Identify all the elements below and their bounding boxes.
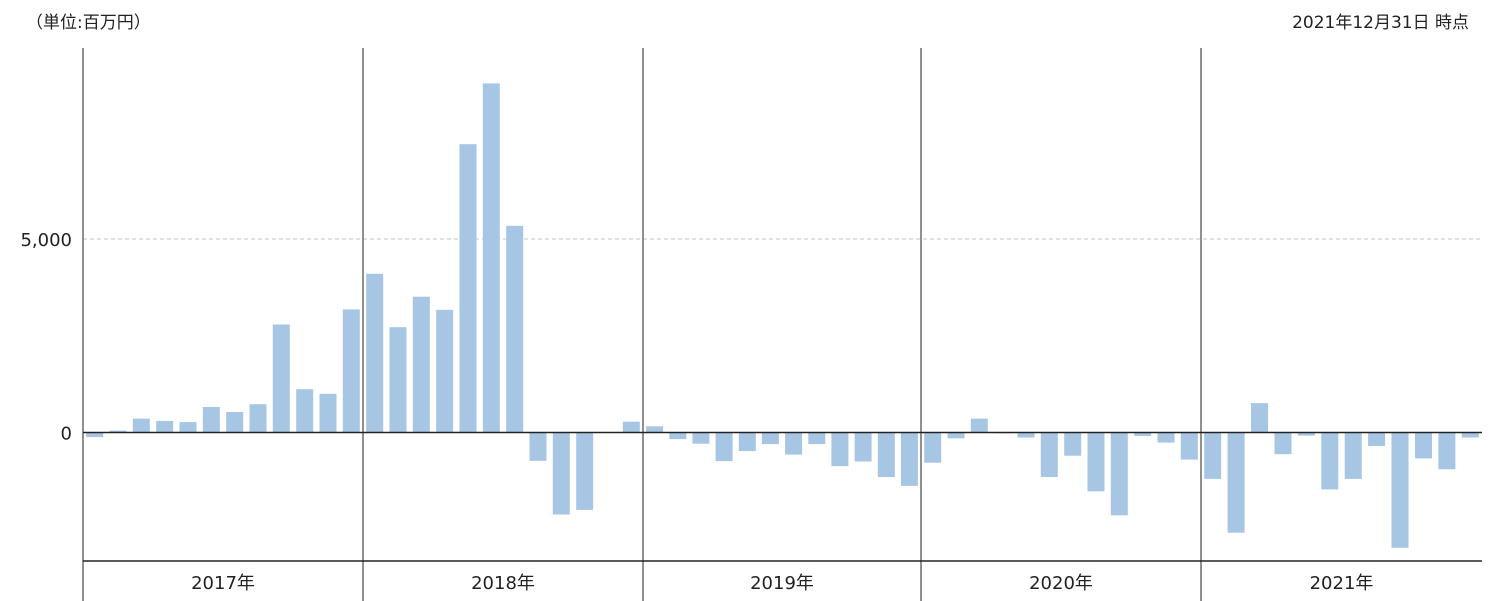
bar	[249, 404, 267, 433]
bar	[970, 418, 988, 433]
bar	[86, 432, 104, 438]
bar	[1110, 432, 1128, 516]
bar	[738, 432, 756, 452]
bars	[86, 83, 1479, 548]
bar	[854, 432, 872, 462]
bar	[202, 407, 220, 433]
bar	[1438, 432, 1456, 470]
year-label: 2017年	[191, 573, 255, 594]
bar	[1461, 432, 1479, 438]
bar	[1017, 432, 1035, 438]
bar	[179, 422, 197, 433]
bar	[831, 432, 849, 467]
bar	[1344, 432, 1362, 479]
bar	[1368, 432, 1386, 446]
bar	[319, 393, 337, 433]
bar	[669, 432, 687, 440]
bar	[1391, 432, 1409, 548]
bar	[761, 432, 779, 445]
bar	[436, 309, 454, 433]
y-tick-label: 5,000	[20, 230, 72, 251]
bar	[646, 426, 664, 433]
bar	[622, 421, 640, 433]
bar	[1227, 432, 1245, 533]
bar	[1040, 432, 1058, 477]
bar	[109, 430, 127, 433]
unit-label: （単位:百万円）	[26, 13, 151, 33]
bar	[785, 432, 803, 455]
bar	[1180, 432, 1198, 460]
bar	[1134, 432, 1152, 436]
year-labels: 2017年 2018年 2019年 2020年 2021年	[191, 573, 1373, 594]
bar	[552, 432, 570, 515]
y-tick-labels: 0 5,000	[20, 230, 72, 445]
year-label: 2019年	[750, 573, 814, 594]
bar	[576, 432, 594, 510]
bar	[1297, 432, 1315, 436]
bar	[342, 309, 360, 433]
bar	[412, 296, 430, 433]
y-tick-label: 0	[61, 424, 72, 445]
bar	[529, 432, 547, 461]
bar	[272, 324, 290, 433]
bar	[506, 225, 524, 433]
bar	[1087, 432, 1105, 492]
bar	[132, 418, 150, 433]
year-label: 2021年	[1310, 573, 1374, 594]
year-label: 2018年	[471, 573, 535, 594]
bar	[900, 432, 918, 486]
bar	[156, 420, 174, 433]
bar	[1204, 432, 1222, 479]
as-of-date-label: 2021年12月31日 時点	[1292, 13, 1469, 33]
bar	[482, 83, 500, 433]
bar	[389, 327, 407, 433]
bar	[1064, 432, 1082, 456]
axes	[82, 48, 1482, 601]
bar	[715, 432, 733, 462]
bar	[1251, 403, 1268, 433]
bar	[1157, 432, 1175, 443]
bar	[692, 432, 710, 444]
bar	[1415, 432, 1432, 459]
bar	[1321, 432, 1339, 490]
bar	[947, 432, 965, 439]
bar	[877, 432, 895, 477]
bar	[296, 389, 314, 433]
bar	[924, 432, 942, 463]
year-label: 2020年	[1029, 573, 1093, 594]
bar	[808, 432, 826, 445]
bar	[366, 273, 384, 433]
bar	[459, 144, 477, 433]
bar	[226, 412, 244, 433]
bar	[1274, 432, 1292, 455]
